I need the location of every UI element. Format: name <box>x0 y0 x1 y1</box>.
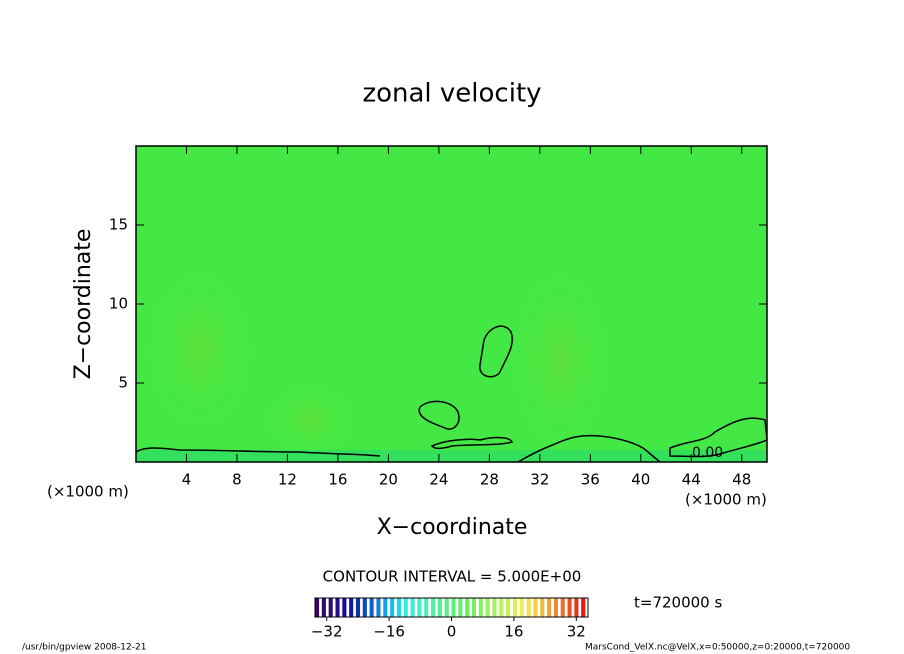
contour-line <box>479 325 513 378</box>
colorbar-stripe <box>349 598 354 617</box>
contour-label: 0.00 <box>692 445 723 461</box>
x-tick-label: 24 <box>429 471 448 489</box>
x-axis-label: X−coordinate <box>377 515 528 540</box>
x-tick-label: 16 <box>328 471 347 489</box>
colorbar-stripe <box>376 598 381 617</box>
contour-line <box>135 447 381 457</box>
colorbar-stripe <box>540 598 545 617</box>
y-tick-label: 5 <box>118 374 128 392</box>
colorbar-tick-label: 32 <box>567 623 586 641</box>
colorbar-stripe <box>553 598 558 617</box>
colorbar-stripe <box>547 598 552 617</box>
colorbar-stripe <box>396 598 401 617</box>
colorbar-stripe <box>403 598 408 617</box>
x-tick-label: 4 <box>182 471 192 489</box>
contour-line <box>418 400 460 430</box>
y-axis-label: Z−coordinate <box>71 229 96 380</box>
colorbar-stripe <box>362 598 367 617</box>
contour-line <box>430 436 514 450</box>
x-tick-label: 44 <box>682 471 701 489</box>
colorbar-stripe <box>369 598 374 617</box>
footer-left: /usr/bin/gpview 2008-12-21 <box>22 643 146 653</box>
colorbar-stripe <box>321 598 326 617</box>
x-tick-label: 20 <box>379 471 398 489</box>
colorbar-tick-label: −32 <box>311 623 343 641</box>
colorbar-stripe <box>519 598 524 617</box>
x-tick-label: 40 <box>631 471 650 489</box>
colorbar-stripe <box>390 598 395 617</box>
contour-interval: CONTOUR INTERVAL = 5.000E+00 <box>323 568 582 586</box>
colorbar-stripe <box>574 598 579 617</box>
colorbar-stripe <box>424 598 429 617</box>
footer-right: MarsCond_VelX.nc@VelX,x=0:50000,z=0:2000… <box>585 643 850 653</box>
colorbar-stripe <box>526 598 531 617</box>
colorbar-stripe <box>444 598 449 617</box>
field-shade <box>505 260 615 460</box>
colorbar-stripe <box>567 598 572 617</box>
colorbar-stripe <box>465 598 470 617</box>
colorbar-stripe <box>492 598 497 617</box>
colorbar-stripe <box>506 598 511 617</box>
y-tick-label: 15 <box>109 216 128 234</box>
field-shade <box>140 260 260 440</box>
x-tick-label: 32 <box>530 471 549 489</box>
colorbar-stripe <box>315 598 320 617</box>
x-tick-label: 48 <box>732 471 751 489</box>
colorbar-stripe <box>458 598 463 617</box>
x-tick-label: 28 <box>480 471 499 489</box>
time-label: t=720000 s <box>634 594 722 612</box>
colorbar-stripe <box>560 598 565 617</box>
colorbar-stripe <box>512 598 518 617</box>
colorbar-stripe <box>410 598 415 617</box>
colorbar-stripe <box>355 598 361 617</box>
colorbar-tick-label: 0 <box>447 623 457 641</box>
colorbar-stripe <box>451 598 456 617</box>
x-unit: (×1000 m) <box>685 491 767 509</box>
field-shade <box>260 380 360 460</box>
colorbar-stripe <box>485 598 490 617</box>
colorbar-stripe <box>471 598 477 617</box>
chart-title: zonal velocity <box>362 79 541 109</box>
colorbar-stripe <box>342 598 347 617</box>
colorbar-stripe <box>383 598 388 617</box>
colorbar-stripe <box>581 598 586 617</box>
y-tick-label: 10 <box>109 295 128 313</box>
colorbar-tick-label: −16 <box>373 623 405 641</box>
x-tick-label: 36 <box>581 471 600 489</box>
colorbar-stripe <box>533 598 538 617</box>
colorbar-stripe <box>437 598 442 617</box>
colorbar-stripe <box>431 598 436 617</box>
colorbar-stripe <box>417 598 422 617</box>
field-base <box>136 450 767 462</box>
colorbar-stripe <box>328 598 333 617</box>
x-tick-label: 12 <box>278 471 297 489</box>
colorbar-stripe <box>478 598 483 617</box>
x-unit: (×1000 m) <box>47 483 129 501</box>
colorbar-stripe <box>499 598 504 617</box>
colorbar-tick-label: 16 <box>504 623 523 641</box>
colorbar-stripe <box>335 598 340 617</box>
x-tick-label: 8 <box>232 471 242 489</box>
contour-line <box>517 434 661 463</box>
